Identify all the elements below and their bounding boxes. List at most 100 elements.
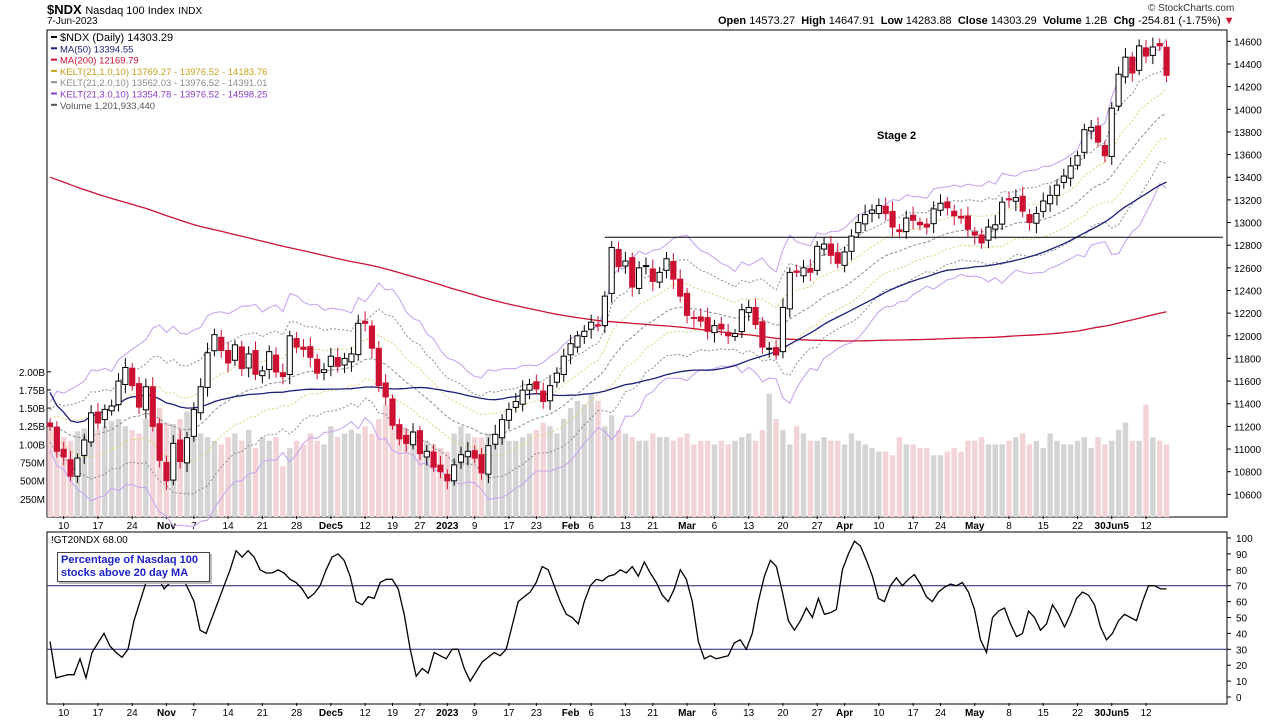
volume-bar: [115, 418, 122, 517]
candle-body: [485, 445, 492, 475]
open-value: 14573.27: [749, 15, 796, 27]
volume-bar: [266, 440, 272, 517]
candle-body: [286, 335, 293, 376]
candle-body: [1005, 198, 1013, 201]
down-arrow-icon: ▼: [1223, 15, 1235, 27]
low-label: Low: [880, 15, 903, 27]
volume-bar: [766, 393, 772, 517]
volume-bar: [718, 440, 724, 517]
volume-bar: [1074, 440, 1081, 517]
x-tick-label: 22: [1072, 521, 1084, 532]
volume-bar: [492, 440, 498, 517]
x-tick-label: 14: [223, 708, 235, 719]
x-tick-label: 12: [360, 521, 372, 532]
volume-bar: [81, 428, 87, 517]
candle-body: [519, 389, 526, 405]
volume-bar: [321, 444, 327, 517]
x-tick-label: 13: [620, 708, 632, 719]
volume-bar: [218, 444, 224, 517]
candle-body: [464, 450, 471, 458]
x-tick-label: 10: [58, 521, 70, 532]
price-tick-label: 11600: [1234, 377, 1262, 388]
volume-tick-label: 1.00B: [19, 440, 45, 451]
legend-entry: MA(50) 13394.55: [60, 44, 133, 55]
indicator-title: !GT20NDX 68.00: [51, 535, 128, 546]
candle-body: [731, 333, 739, 337]
volume-bar: [650, 433, 656, 517]
volume-bar: [369, 433, 375, 517]
volume-bar: [499, 433, 505, 517]
volume-bar: [862, 444, 868, 517]
x-tick-label: 21: [647, 708, 659, 719]
candle-body: [937, 202, 944, 211]
volume-bar: [437, 448, 444, 517]
price-tick-label: 14600: [1234, 37, 1262, 48]
legend-entry: Volume 1,201,933,440: [60, 101, 155, 112]
price-tick-label: 13400: [1234, 173, 1262, 184]
indicator-tick-label: 100: [1236, 534, 1253, 545]
candle-body: [1101, 145, 1109, 157]
header-ticker-line: $NDX Nasdaq 100 Index INDX: [47, 2, 202, 17]
volume-bar: [362, 426, 368, 517]
indicator-tick-label: 0: [1236, 693, 1242, 704]
volume-bar: [629, 437, 635, 517]
candle-body: [149, 386, 156, 427]
candle-body: [1149, 46, 1156, 56]
price-axis: 10600 10800 11000 11200 11400 11600 11800 12000…: [1227, 37, 1262, 501]
x-tick-label: 14: [223, 521, 235, 532]
volume-bar: [746, 433, 752, 517]
volume-bar: [684, 433, 690, 517]
volume-bar: [876, 451, 882, 517]
candle-body: [368, 325, 376, 349]
candle-body: [1053, 184, 1061, 196]
candle-body: [1136, 45, 1143, 71]
x-tick-label: 30Jun5: [1095, 521, 1130, 532]
candle-body: [375, 347, 382, 387]
candle-body: [690, 316, 697, 319]
volume-bar: [793, 426, 800, 517]
x-tick-label: Dec5: [319, 708, 343, 719]
ma50-line: [49, 181, 1167, 424]
x-tick-label: 21: [257, 708, 269, 719]
volume-bar: [417, 437, 423, 517]
candle-body: [88, 412, 95, 443]
legend-entry: MA(200) 12169.79: [60, 56, 139, 67]
volume-bar: [382, 404, 389, 517]
candle-body: [910, 214, 917, 221]
volume-bar: [937, 455, 944, 517]
stage-annotation: Stage 2: [877, 130, 916, 142]
volume-bar: [574, 400, 581, 517]
volume-bar: [1061, 444, 1067, 517]
price-tick-label: 11200: [1234, 422, 1262, 433]
volume-bar: [622, 433, 629, 517]
volume-bar: [1081, 437, 1088, 517]
x-tick-label: May: [965, 521, 985, 532]
volume-bar: [389, 422, 396, 517]
candle-body: [1115, 73, 1122, 107]
price-tick-label: 14400: [1234, 60, 1262, 71]
candle-body: [135, 383, 143, 408]
volume-tick-label: 1.50B: [19, 404, 45, 415]
x-tick-label: 10: [873, 708, 885, 719]
candle-body: [766, 347, 773, 350]
candle-body: [971, 231, 978, 236]
candle-body: [505, 408, 513, 421]
candle-body: [355, 322, 362, 356]
candle-body: [81, 439, 88, 456]
legend-entry: KELT(21,1.0,10) 13769.27 - 13976.52 - 14…: [60, 67, 267, 78]
candle-body: [999, 201, 1006, 225]
legend-entry: $NDX (Daily) 14303.29: [60, 32, 173, 44]
price-tick-label: 12400: [1234, 286, 1262, 297]
volume-bar: [732, 440, 738, 517]
x-tick-label: 23: [531, 708, 543, 719]
candle-body: [793, 270, 800, 273]
volume-bar: [992, 444, 998, 517]
volume-bar: [567, 408, 574, 517]
candle-body: [923, 223, 930, 228]
price-tick-label: 14200: [1234, 83, 1262, 94]
volume-bar: [1054, 440, 1060, 517]
close-value: 14303.29: [990, 15, 1037, 27]
volume-bar: [917, 448, 923, 517]
candle-body: [594, 324, 602, 327]
volume-tick-label: 750M: [20, 459, 45, 470]
